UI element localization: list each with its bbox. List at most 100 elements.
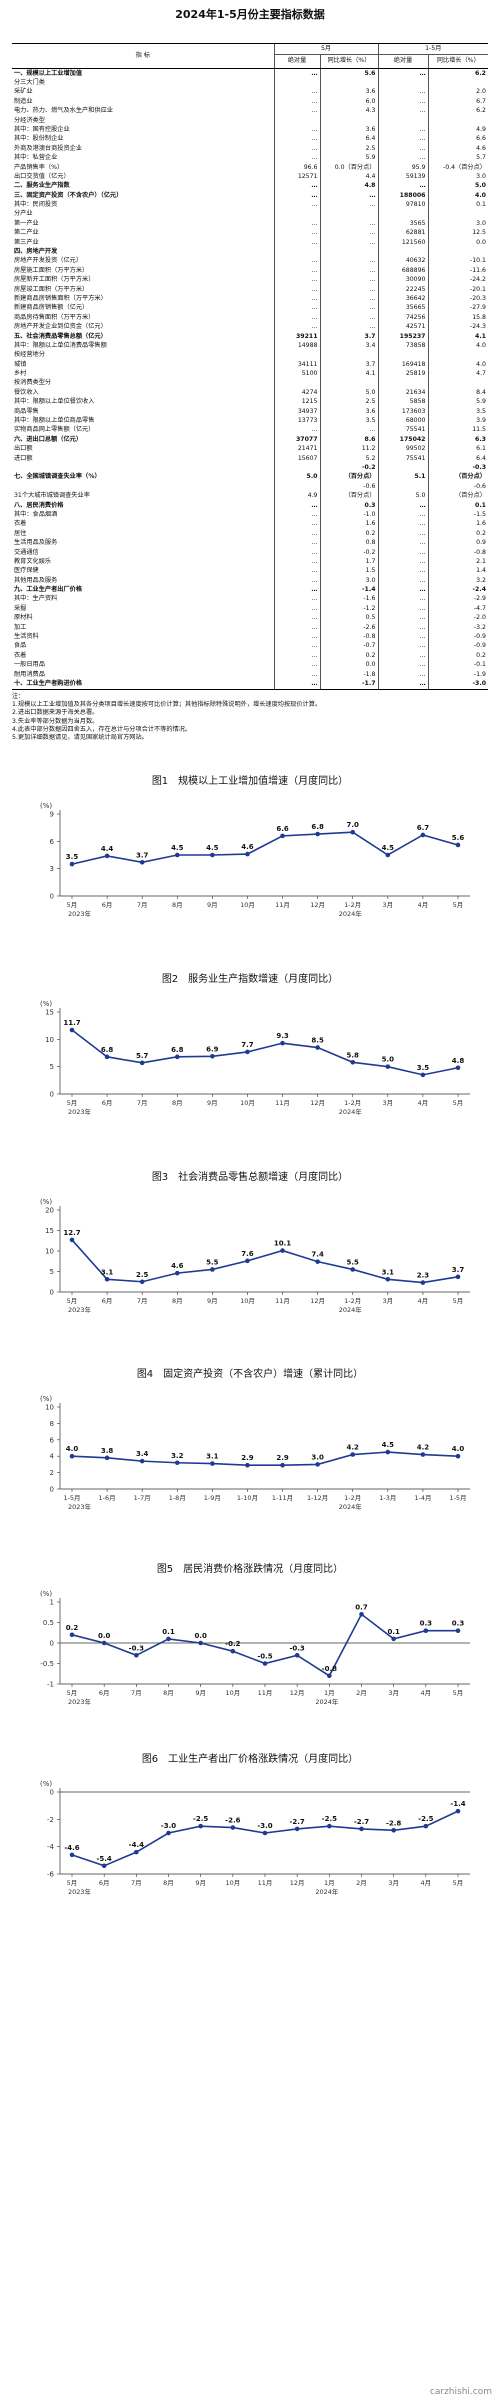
data-label: -0.3 [290, 1644, 305, 1652]
data-point [262, 1661, 268, 1666]
chart-title: 图1 规模以上工业增加值增速（月度同比） [151, 776, 349, 787]
may-growth: （百分点） [319, 472, 378, 483]
may-abs: 5.0 [273, 472, 320, 483]
janmay-abs [377, 247, 428, 257]
table-row: 采掘… -1.2… -4.7 [12, 604, 488, 614]
janmay-abs: 68000 [377, 416, 428, 426]
may-abs: … [273, 294, 320, 304]
janmay-growth [427, 78, 488, 88]
data-point [245, 1462, 250, 1468]
data-point [359, 1826, 364, 1832]
table-row: 产品销售率（%） 96.6 0.0（百分点） 95.9 -0.4（百分点） [12, 162, 488, 173]
may-growth: 0.0 [319, 660, 378, 670]
janmay-growth: 6.2 [427, 68, 488, 79]
may-growth: … [319, 238, 378, 248]
x-tick-label: 1-3月 [379, 1494, 396, 1502]
y-tick-label: 1 [50, 1599, 54, 1607]
data-point [350, 1452, 356, 1457]
x-tick-label: 9月 [207, 901, 218, 909]
data-label: 6.8 [311, 823, 324, 831]
row-label: 教育文化娱乐 [14, 557, 52, 565]
x-tick-label: 12月 [290, 1879, 305, 1887]
year-label-left: 2023年 [68, 1107, 92, 1116]
row-label: 一、规模以上工业增加值 [14, 69, 83, 77]
table-row: 第一产业…… 3565 3.0 [12, 219, 488, 229]
x-tick-label: 8月 [163, 1689, 174, 1697]
x-tick-label: 8月 [163, 1879, 174, 1887]
table-row: 其中：限额以上单位商品零售 13773 3.5 68000 3.9 [12, 416, 488, 426]
y-axis-unit: (%) [40, 1395, 52, 1403]
row-label: 二、服务业生产指数 [14, 182, 70, 190]
data-label: -2.5 [418, 1815, 433, 1823]
janmay-abs: … [377, 613, 428, 624]
may-abs: … [273, 200, 320, 210]
janmay-growth: 4.0 [427, 360, 488, 370]
may-abs: … [273, 228, 320, 239]
x-tick-label: 1-10月 [237, 1494, 258, 1502]
may-growth: -0.6 [319, 482, 378, 492]
data-point [350, 1059, 356, 1065]
may-abs [273, 482, 320, 492]
table-row: 商品零售 34937 3.6 173603 3.5 [12, 407, 488, 417]
may-abs: … [273, 604, 320, 614]
janmay-growth: -24.3 [427, 322, 488, 332]
may-growth: -0.8 [319, 632, 378, 642]
may-abs: … [273, 238, 320, 248]
data-point [350, 829, 356, 835]
janmay-growth: -27.9 [427, 303, 488, 314]
data-point [134, 1849, 139, 1855]
series-line [71, 1029, 459, 1076]
row-label: 产品销售率（%） [14, 163, 64, 171]
may-growth: （百分点） [319, 491, 378, 501]
may-abs: … [273, 313, 320, 323]
may-abs: 14988 [273, 341, 320, 351]
x-tick-label: 4月 [418, 1297, 429, 1305]
data-point [294, 1826, 300, 1832]
data-label: -2.7 [354, 1818, 369, 1826]
table-row: 餐饮收入 4274 5.0 21634 8.4 [12, 388, 488, 398]
x-tick-label: 1-5月 [449, 1494, 466, 1502]
may-abs: … [273, 510, 320, 520]
table-row: 其中：民间投资…… 97810 0.1 [12, 200, 488, 210]
x-tick-label: 6月 [102, 1099, 113, 1107]
may-abs: … [273, 106, 320, 116]
may-growth: … [319, 313, 378, 323]
may-growth: 1.5 [319, 566, 378, 577]
row-label: 商品房待售面积（万平方米） [14, 313, 95, 321]
series-line [71, 1451, 459, 1467]
janmay-abs: 35665 [377, 303, 428, 314]
row-label: 衣着 [14, 520, 27, 528]
data-point [385, 1276, 391, 1282]
data-point [104, 853, 110, 859]
may-growth [319, 115, 378, 126]
x-tick-label: 1-2月 [344, 1099, 361, 1107]
may-abs: … [273, 641, 320, 652]
row-label: 十、工业生产者购进价格 [12, 679, 274, 690]
may-abs: 4.9 [273, 491, 320, 501]
may-abs: 15607 [273, 454, 320, 464]
row-label: 加工 [14, 623, 27, 631]
may-growth: 0.3 [319, 500, 378, 511]
year-label-right: 2024年 [339, 1502, 363, 1511]
may-abs: … [273, 557, 320, 567]
year-label-left: 2023年 [68, 1305, 92, 1314]
data-label: 3.5 [66, 853, 79, 861]
janmay-abs: 40632 [377, 256, 428, 267]
row-label: 交通通信 [14, 548, 39, 556]
may-abs: … [273, 68, 320, 79]
janmay-abs: 75541 [377, 425, 428, 436]
may-growth: 3.7 [319, 360, 378, 370]
janmay-growth: -4.7 [427, 604, 488, 614]
row-label: 按经营地分 [14, 351, 45, 359]
y-tick-label: 0 [50, 1091, 54, 1099]
data-label: 11.7 [63, 1019, 80, 1027]
data-point [210, 1053, 215, 1059]
janmay-abs: … [377, 97, 428, 107]
janmay-growth: 4.7 [427, 369, 488, 379]
data-label: 3.1 [206, 1453, 219, 1461]
janmay-abs: … [377, 510, 428, 520]
janmay-abs: … [377, 632, 428, 642]
y-tick-label: -1 [47, 1681, 54, 1689]
x-tick-label: 10月 [240, 1099, 255, 1107]
data-label: 6.8 [171, 1046, 184, 1054]
